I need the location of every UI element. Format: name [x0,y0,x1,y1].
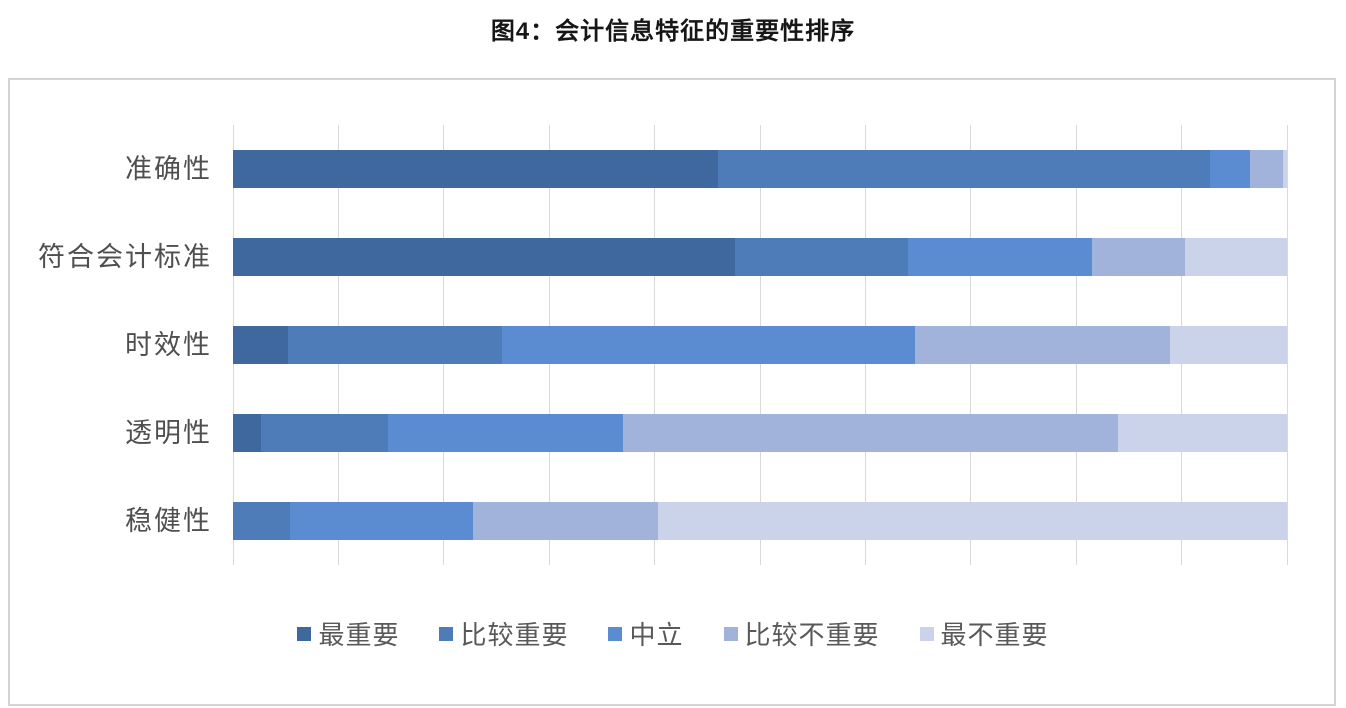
category-label: 稳健性 [125,506,212,536]
legend-swatch-icon [439,626,454,641]
category-label: 准确性 [125,154,212,184]
bar-segment [233,150,718,188]
bar-segment [233,502,290,540]
legend-label: 比较不重要 [744,621,880,650]
bar-segment [1210,150,1251,188]
legend-label: 最不重要 [940,621,1049,650]
bar-segment [1282,150,1287,188]
bar-segment [1169,326,1287,364]
bar-segment [907,238,1092,276]
bar-segment [1250,150,1283,188]
gridline [1286,125,1288,565]
category-row [233,213,1287,301]
plot-area [232,125,1288,565]
legend-item: 比较不重要 [723,615,880,652]
bar-segment [261,414,388,452]
category-row [233,389,1287,477]
legend-item: 最不重要 [919,615,1049,652]
bar-segment [473,502,658,540]
legend-swatch-icon [608,626,623,641]
bar-segment [1184,238,1287,276]
legend-item: 比较重要 [439,615,568,652]
bar-segment [717,150,1211,188]
legend-swatch-icon [919,626,934,641]
bar-segment [387,414,623,452]
stacked-bar [233,414,1287,452]
bar-segment [734,238,908,276]
stacked-bar [233,326,1287,364]
bar-segment [657,502,1287,540]
legend-item: 最重要 [297,615,399,652]
bar-segment [914,326,1170,364]
bar-segment [1091,238,1185,276]
category-row [233,301,1287,389]
stacked-bar [233,150,1287,188]
category-axis-labels: 准确性符合会计标准时效性透明性稳健性 [8,125,222,565]
bar-segment [622,414,1119,452]
legend-label: 比较重要 [460,621,569,650]
category-label: 时效性 [125,330,212,360]
legend-label: 最重要 [318,621,400,650]
category-label: 符合会计标准 [38,242,212,272]
bar-segment [501,326,915,364]
legend-swatch-icon [297,626,312,641]
bar-segment [233,238,735,276]
legend-swatch-icon [723,626,738,641]
legend-label: 中立 [629,621,684,650]
category-label: 透明性 [125,418,212,448]
bar-segment [233,414,262,452]
bar-segment [289,502,474,540]
legend-item: 中立 [608,615,683,652]
stacked-bar [233,238,1287,276]
chart-legend: 最重要 比较重要 中立 比较不重要 最不重要 [8,615,1338,652]
bar-segment [233,326,288,364]
bar-segment [1118,414,1287,452]
page-title: 图4：会计信息特征的重要性排序 [490,18,856,45]
bar-segment [287,326,502,364]
stacked-bar [233,502,1287,540]
category-row [233,477,1287,565]
category-row [233,125,1287,213]
